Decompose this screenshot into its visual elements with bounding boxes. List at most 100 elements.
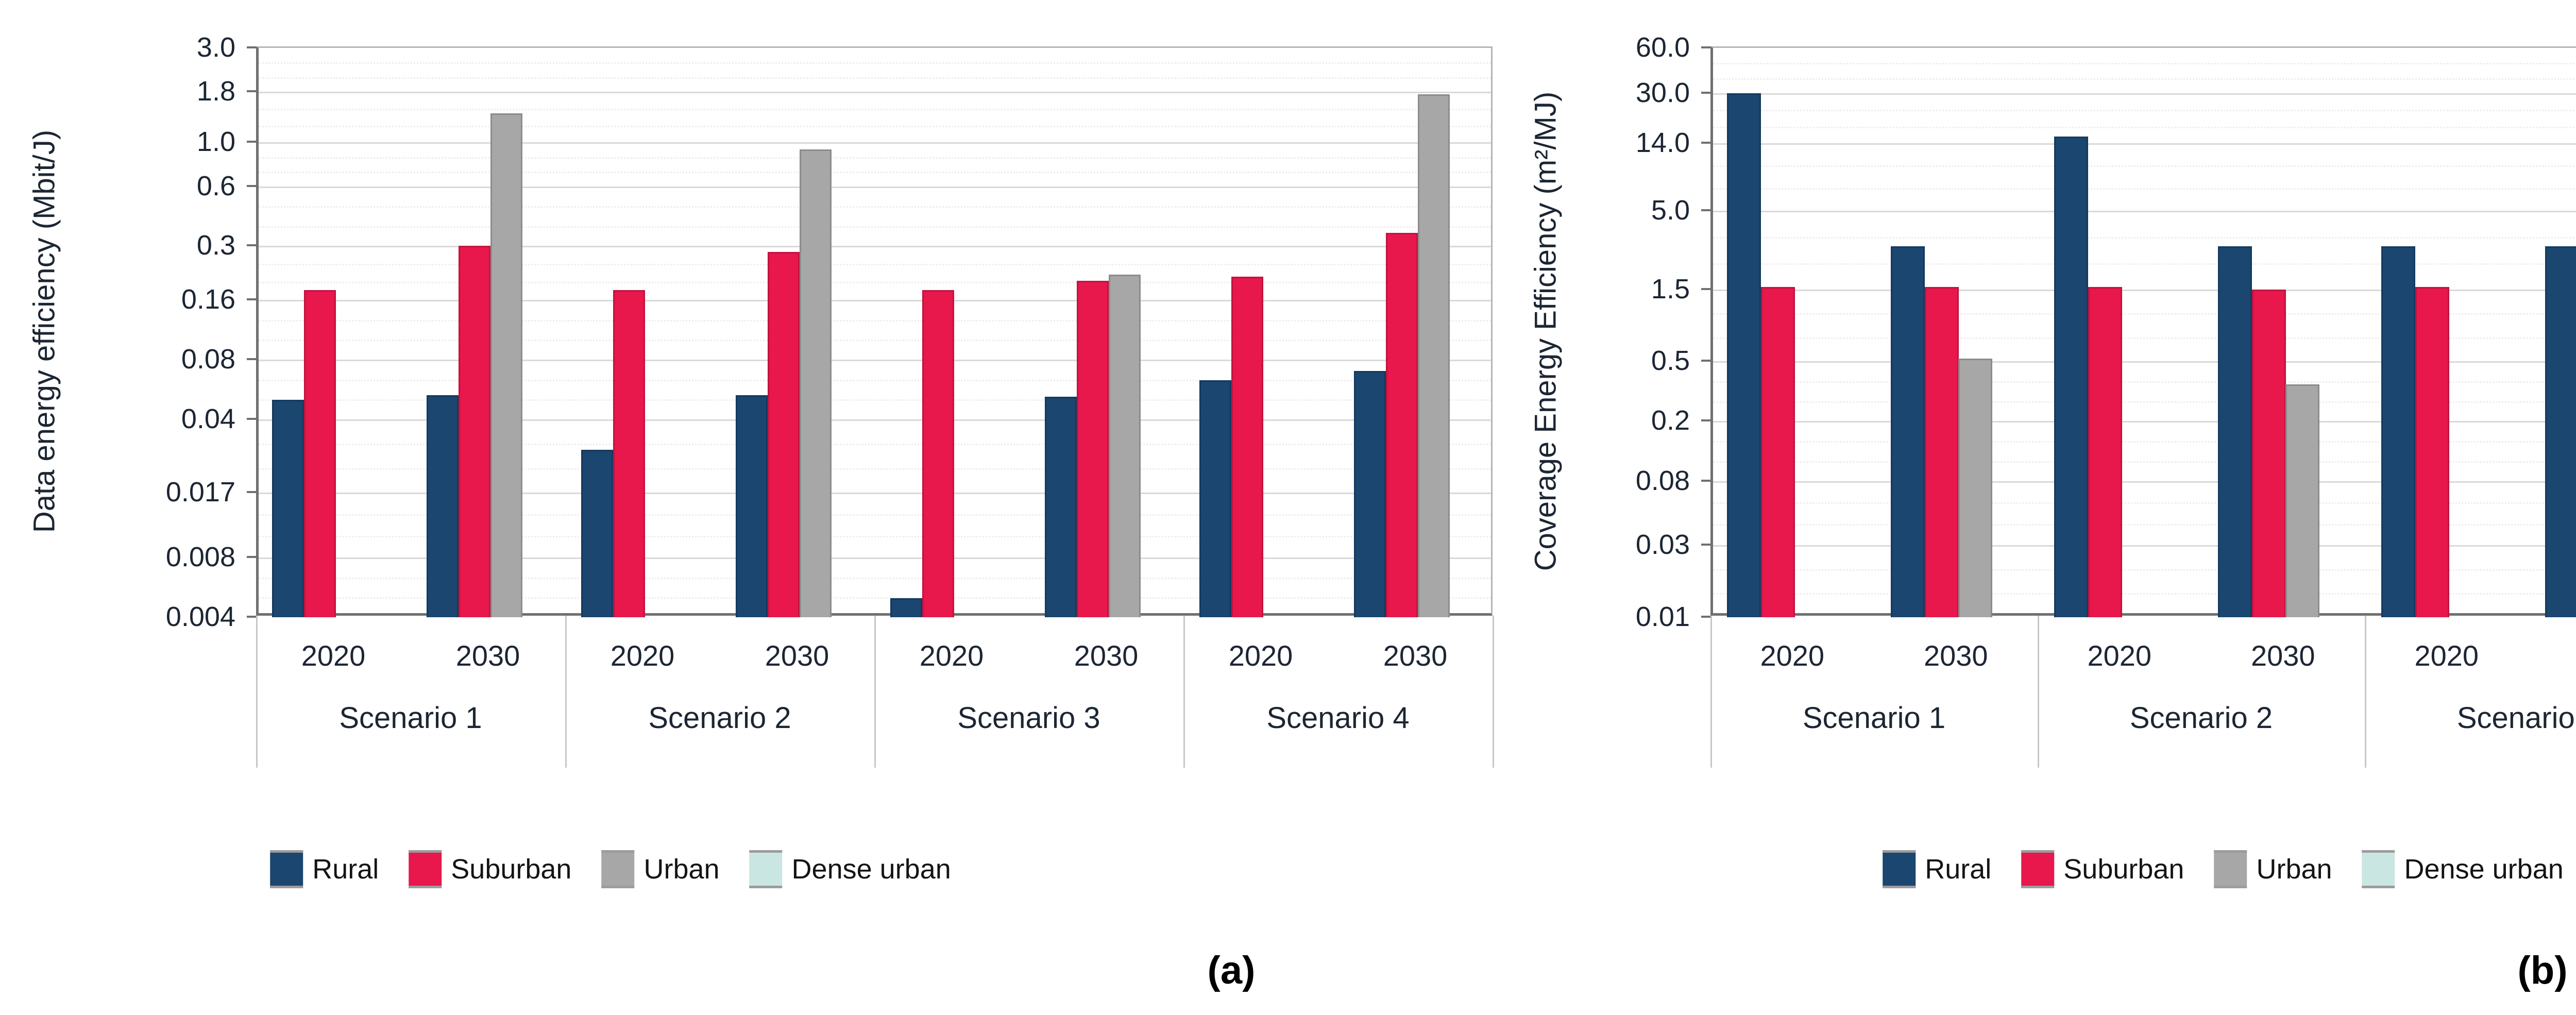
year-label: 2030: [1074, 639, 1139, 672]
year-label: 2020: [1760, 639, 1825, 672]
minor-gridline: [259, 206, 1491, 208]
scenario-label: Scenario 3: [2456, 701, 2576, 735]
gridline: [259, 92, 1491, 93]
minor-gridline: [259, 126, 1491, 127]
scenario-separator: [256, 616, 258, 768]
bar-suburban: [1386, 233, 1418, 617]
legend-swatch: [409, 850, 442, 888]
y-tick-mark: [247, 185, 256, 187]
bar-urban: [490, 113, 522, 617]
y-tick-label: 1.0: [196, 126, 235, 157]
year-label: 2030: [455, 639, 520, 672]
legend-swatch: [270, 850, 303, 888]
minor-gridline: [259, 444, 1491, 445]
minor-gridline: [1713, 165, 2576, 167]
bar-suburban: [922, 290, 954, 617]
y-tick-mark: [247, 556, 256, 558]
legend-item-suburban: Suburban: [409, 850, 571, 888]
legend-swatch: [2362, 850, 2395, 888]
y-tick-mark: [1701, 92, 1710, 94]
y-tick-mark: [247, 616, 256, 618]
minor-gridline: [1713, 593, 2576, 595]
legend: Rural Suburban Urban Dense urban: [1883, 850, 2564, 888]
bar-urban: [1958, 359, 1992, 617]
bar-suburban: [2088, 287, 2122, 617]
year-label: 2020: [1228, 639, 1293, 672]
gridline: [1713, 421, 2576, 422]
bar-rural: [2054, 137, 2088, 617]
minor-gridline: [259, 320, 1491, 322]
bar-rural: [890, 598, 922, 617]
minor-gridline: [1713, 461, 2576, 463]
gridline: [1713, 143, 2576, 145]
y-tick-mark: [247, 298, 256, 300]
minor-gridline: [1713, 401, 2576, 403]
minor-gridline: [259, 380, 1491, 381]
minor-gridline: [259, 226, 1491, 228]
bar-rural: [1727, 93, 1761, 617]
year-label: 2020: [919, 639, 984, 672]
bar-rural: [736, 395, 768, 617]
minor-gridline: [1713, 502, 2576, 504]
gridline: [1713, 93, 2576, 95]
y-tick-label: 0.03: [1635, 529, 1690, 560]
minor-gridline: [1713, 381, 2576, 383]
gridline: [259, 142, 1491, 144]
y-tick-label: 0.2: [1651, 405, 1690, 436]
legend-label: Rural: [1925, 854, 1992, 885]
legend-swatch: [749, 850, 783, 888]
minor-gridline: [259, 514, 1491, 516]
legend-item-urban: Urban: [2214, 850, 2332, 888]
minor-gridline: [1713, 63, 2576, 64]
minor-gridline: [259, 578, 1491, 579]
bar-suburban: [459, 246, 490, 617]
minor-gridline: [1713, 524, 2576, 526]
bar-suburban: [1231, 277, 1263, 617]
y-tick-mark: [1701, 46, 1710, 48]
y-tick-label: 14.0: [1635, 127, 1690, 158]
y-tick-label: 0.08: [1635, 465, 1690, 496]
scenario-separator: [1183, 616, 1185, 768]
gridline: [1713, 211, 2576, 212]
y-tick-label: 0.16: [181, 284, 235, 315]
legend: Rural Suburban Urban Dense urban: [270, 850, 951, 888]
plot-area: [256, 46, 1493, 617]
scenario-separator: [1710, 616, 1712, 768]
y-tick-label: 60.0: [1635, 32, 1690, 63]
scenario-label: Scenario 3: [957, 701, 1100, 735]
y-tick-label: 0.5: [1651, 345, 1690, 376]
year-label: 2030: [1923, 639, 1988, 672]
minor-gridline: [1713, 110, 2576, 111]
y-tick-label: 0.008: [165, 542, 235, 572]
bar-suburban: [1077, 281, 1109, 617]
minor-gridline: [1713, 127, 2576, 128]
legend-item-rural: Rural: [1883, 850, 1991, 888]
gridline: [259, 493, 1491, 494]
scenario-separator: [1493, 616, 1494, 768]
minor-gridline: [1713, 441, 2576, 443]
minor-gridline: [259, 172, 1491, 173]
year-label: 2020: [610, 639, 675, 672]
bar-urban: [1418, 94, 1450, 617]
caption-b: (b): [2517, 949, 2568, 992]
gridline: [1713, 545, 2576, 547]
bar-suburban: [1925, 287, 1959, 617]
legend-item-urban: Urban: [601, 850, 720, 888]
scenario-label: Scenario 2: [648, 701, 791, 735]
legend-swatch: [2021, 850, 2055, 888]
bar-suburban: [304, 290, 336, 617]
minor-gridline: [259, 157, 1491, 159]
bar-suburban: [2415, 287, 2449, 617]
bar-rural: [427, 395, 459, 617]
y-tick-mark: [1701, 544, 1710, 546]
y-tick-label: 0.004: [165, 601, 235, 632]
bar-urban: [2285, 384, 2319, 617]
legend-label: Rural: [312, 854, 379, 885]
y-tick-label: 1.8: [196, 76, 235, 107]
bar-rural: [2381, 246, 2415, 617]
scenario-label: Scenario 1: [339, 701, 482, 735]
minor-gridline: [259, 109, 1491, 110]
gridline: [1713, 290, 2576, 291]
y-tick-mark: [1701, 360, 1710, 362]
legend-label: Dense urban: [791, 854, 951, 885]
